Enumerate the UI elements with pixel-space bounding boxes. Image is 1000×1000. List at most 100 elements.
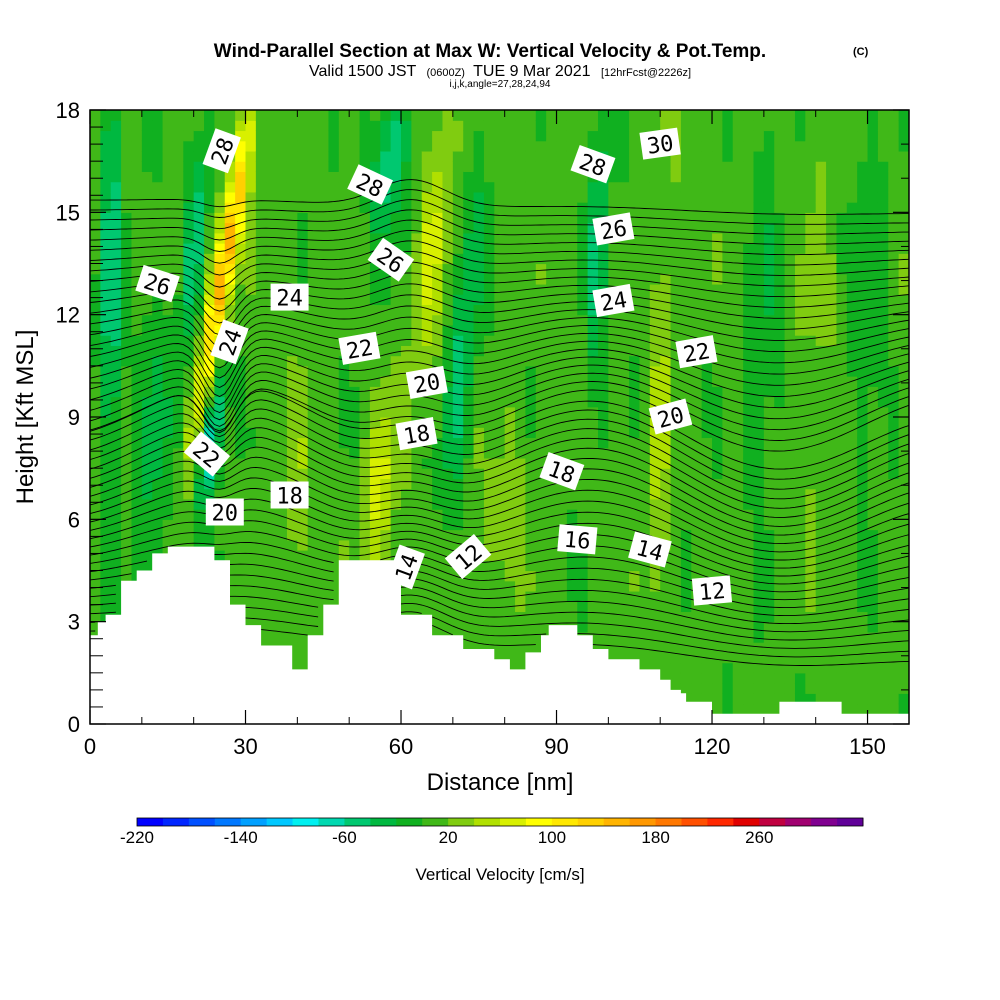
isentrope-line — [90, 240, 909, 276]
velocity-cell — [504, 631, 516, 643]
velocity-cell — [587, 457, 599, 469]
velocity-cell — [784, 345, 796, 357]
velocity-cell — [286, 232, 298, 244]
velocity-cell — [349, 232, 361, 244]
velocity-cell — [525, 539, 537, 551]
contour-label: 18 — [270, 481, 309, 510]
velocity-cell — [556, 181, 568, 193]
velocity-cell — [214, 539, 226, 551]
velocity-cell — [90, 304, 101, 316]
velocity-cell — [483, 498, 495, 510]
velocity-cell — [442, 150, 454, 162]
velocity-cell — [670, 590, 682, 602]
velocity-cell — [877, 171, 889, 183]
velocity-cell — [380, 447, 392, 459]
velocity-cell — [369, 396, 381, 408]
velocity-cell — [286, 560, 298, 572]
velocity-cell — [577, 417, 589, 428]
velocity-cell — [131, 171, 143, 183]
velocity-cell — [318, 314, 330, 326]
velocity-cell — [452, 376, 464, 387]
velocity-cell — [763, 621, 775, 633]
velocity-cell — [774, 519, 786, 531]
velocity-cell — [888, 355, 900, 367]
velocity-cell — [680, 539, 692, 551]
velocity-cell — [629, 570, 641, 582]
velocity-cell — [525, 478, 537, 490]
velocity-cell — [763, 376, 775, 387]
velocity-cell — [515, 355, 527, 367]
velocity-cell — [401, 232, 412, 244]
velocity-cell — [846, 222, 858, 234]
velocity-cell — [390, 283, 402, 295]
velocity-cell — [432, 529, 444, 541]
velocity-cell — [421, 253, 433, 265]
velocity-cell — [369, 304, 381, 316]
velocity-cell — [421, 150, 433, 162]
velocity-cell — [494, 437, 506, 449]
velocity-cell — [867, 693, 879, 705]
velocity-cell — [846, 386, 858, 398]
velocity-cell — [784, 683, 796, 694]
velocity-cell — [245, 222, 257, 234]
velocity-cell — [898, 222, 909, 234]
velocity-cell — [629, 386, 641, 398]
velocity-cell — [784, 212, 796, 224]
velocity-cell — [660, 181, 672, 193]
velocity-cell — [670, 294, 682, 306]
velocity-cell — [255, 130, 267, 142]
velocity-cell — [515, 417, 527, 428]
velocity-cell — [328, 120, 340, 132]
velocity-cell — [836, 386, 848, 398]
velocity-cell — [266, 253, 278, 265]
velocity-cell — [110, 447, 122, 459]
velocity-cell — [286, 161, 298, 172]
velocity-cell — [743, 406, 755, 418]
velocity-cell — [618, 161, 630, 172]
velocity-cell — [784, 539, 796, 551]
velocity-cell — [110, 457, 122, 469]
contour-label-box — [202, 128, 241, 174]
velocity-cell — [857, 232, 869, 244]
velocity-cell — [898, 150, 909, 162]
velocity-cell — [318, 539, 330, 551]
velocity-cell — [836, 202, 848, 213]
contour-label: 24 — [270, 283, 309, 312]
velocity-cell — [680, 580, 692, 592]
velocity-cell — [680, 529, 692, 541]
velocity-cell — [826, 171, 838, 183]
velocity-cell — [266, 273, 278, 285]
velocity-cell — [857, 590, 869, 602]
velocity-cell — [566, 232, 578, 244]
velocity-cell — [432, 253, 444, 265]
velocity-cell — [369, 498, 381, 510]
velocity-cell — [297, 161, 309, 172]
velocity-cell — [90, 611, 101, 623]
velocity-cell — [857, 488, 869, 500]
velocity-cell — [504, 509, 516, 520]
velocity-cell — [732, 150, 744, 162]
velocity-cell — [826, 560, 838, 572]
velocity-cell — [442, 580, 454, 592]
velocity-cell — [432, 345, 444, 357]
velocity-cell — [235, 273, 247, 285]
velocity-cell — [162, 335, 174, 346]
velocity-cell — [411, 601, 423, 613]
velocity-cell — [432, 560, 444, 572]
velocity-cell — [525, 468, 537, 479]
velocity-cell — [131, 120, 143, 132]
velocity-cell — [597, 642, 609, 653]
velocity-cell — [712, 560, 723, 572]
velocity-cell — [515, 621, 527, 633]
velocity-cell — [359, 161, 371, 172]
velocity-cell — [670, 273, 682, 285]
velocity-cell — [608, 550, 620, 561]
velocity-cell — [535, 161, 547, 172]
velocity-cell — [774, 171, 786, 183]
velocity-cell — [649, 263, 661, 275]
velocity-cell — [90, 519, 101, 531]
velocity-cell — [566, 611, 578, 623]
velocity-cell — [183, 150, 195, 162]
velocity-cell — [359, 457, 371, 469]
velocity-cell — [525, 529, 537, 541]
